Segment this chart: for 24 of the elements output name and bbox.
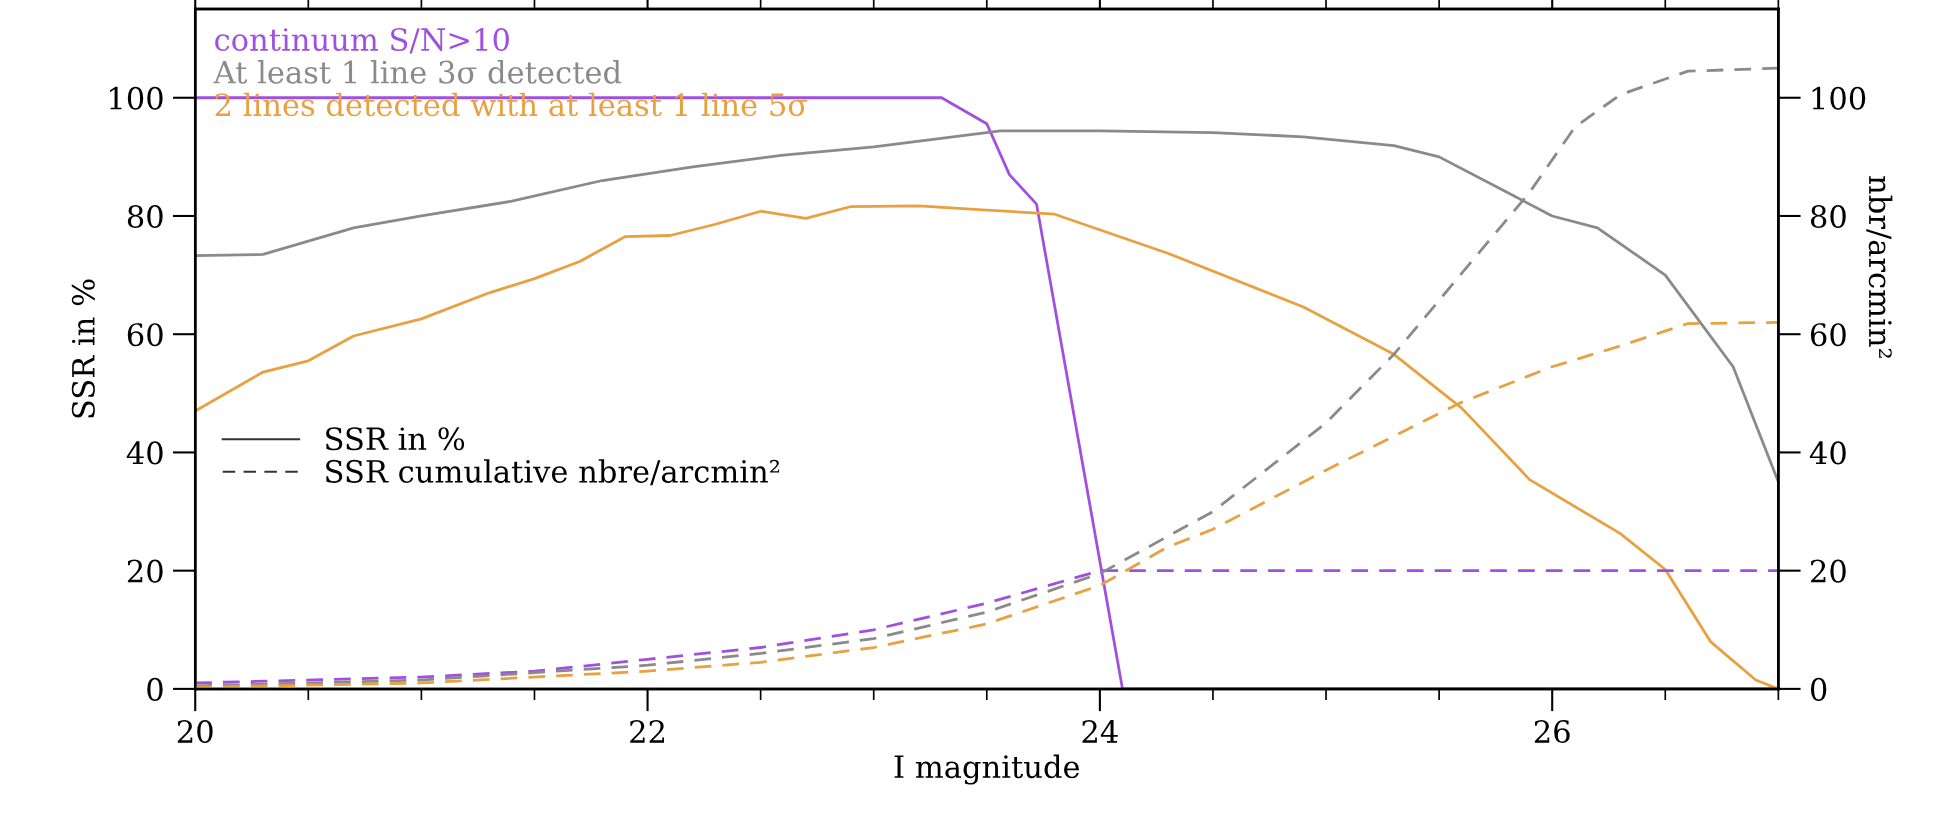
y-axis-title: SSR in % bbox=[71, 279, 95, 418]
y2-axis-title: nbr/arcmin² bbox=[1866, 176, 1893, 358]
annotation: SSR cumulative nbre/arcmin² bbox=[326, 459, 780, 486]
text: At least 1 line 3σ detected bbox=[213, 60, 622, 84]
text: 2 lines detected with at least 1 line 5σ bbox=[215, 92, 808, 117]
x-axis-title: I magnitude bbox=[894, 754, 1080, 785]
y-tick-label: 40 bbox=[126, 441, 163, 465]
annotation: SSR in % bbox=[326, 427, 465, 451]
y2-tick-label: 60 bbox=[1810, 323, 1846, 347]
y2-tick-label: 20 bbox=[1810, 559, 1846, 583]
y-tick-label: 0 bbox=[147, 677, 163, 701]
x-tick-label: 24 bbox=[1082, 719, 1118, 743]
y-tick-label: 80 bbox=[127, 204, 163, 229]
y-tick-label: 100 bbox=[110, 86, 163, 110]
x-tick-label: 20 bbox=[177, 719, 213, 744]
y2-tick-label: 80 bbox=[1810, 204, 1846, 229]
y2-tick-label: 100 bbox=[1812, 86, 1866, 110]
y2-tick-label: 40 bbox=[1809, 441, 1846, 465]
y-tick-label: 20 bbox=[127, 559, 163, 583]
x-tick-label: 22 bbox=[630, 719, 664, 743]
y-tick-label: 60 bbox=[127, 323, 163, 347]
series-label: continuum S/N>10 bbox=[215, 27, 509, 54]
y2-tick-label: 0 bbox=[1810, 677, 1827, 701]
x-tick-label: 26 bbox=[1534, 719, 1570, 744]
